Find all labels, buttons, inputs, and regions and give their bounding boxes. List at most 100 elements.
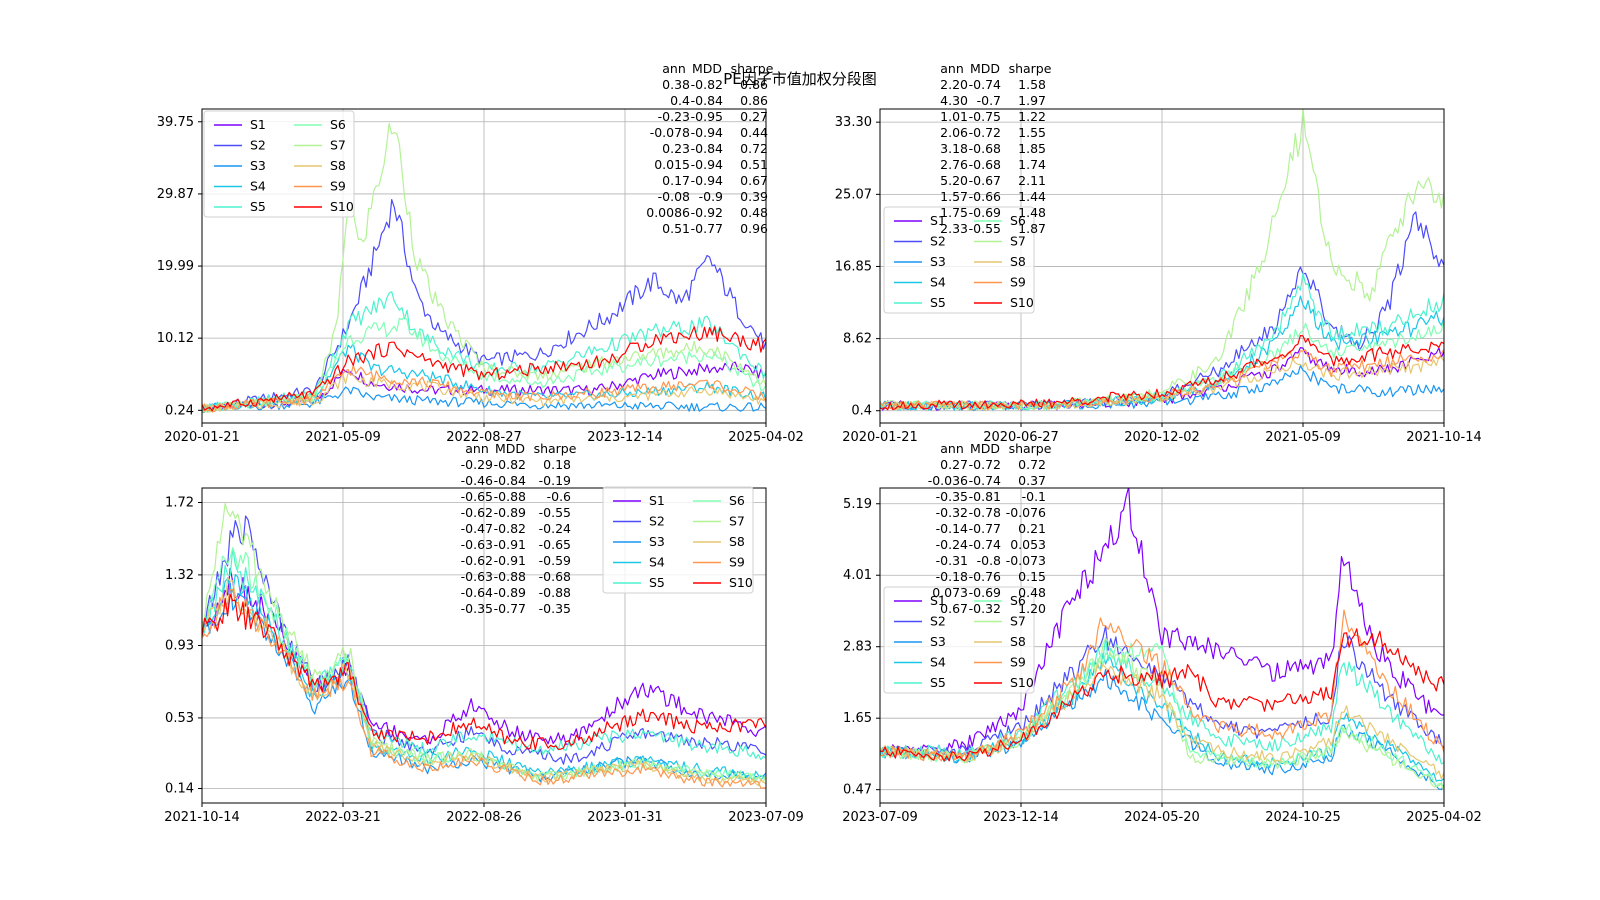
x-tick-label: 2020-12-02 <box>1124 430 1200 445</box>
legend-label-S2: S2 <box>250 138 266 153</box>
stats-value: 0.67 <box>940 601 968 616</box>
legend-label-S2: S2 <box>649 514 665 529</box>
legend-label-S4: S4 <box>649 555 665 570</box>
stats-value: -0.67 <box>969 173 1001 188</box>
chart-panels: 2020-01-21 2021-05-09 2022-08-27 2023-12-14… <box>157 61 1482 825</box>
stats-value: -0.68 <box>539 569 571 584</box>
stats-value: -0.9 <box>699 189 723 204</box>
stats-value: -0.84 <box>494 473 526 488</box>
y-tick-label: 1.32 <box>165 568 194 583</box>
stats-value: 0.37 <box>1018 473 1046 488</box>
y-tick-label: 33.30 <box>835 115 872 130</box>
stats-value: -0.08 <box>658 189 690 204</box>
stats-value: -0.036 <box>928 473 968 488</box>
stats-value: 0.27 <box>740 109 768 124</box>
legend-label-S8: S8 <box>1010 634 1026 649</box>
series-line-S8 <box>202 372 766 413</box>
stats-value: -0.84 <box>691 141 723 156</box>
stats-value: 0.48 <box>740 205 768 220</box>
stats-value: 1.74 <box>1018 157 1046 172</box>
stats-value: -0.82 <box>691 77 723 92</box>
stats-header-MDD: MDD <box>970 61 1000 76</box>
stats-value: 2.76 <box>940 157 968 172</box>
chart-bottom-right: 2023-07-09 2023-12-14 2024-05-20 2024-10-25… <box>842 441 1482 825</box>
stats-value: 0.86 <box>740 93 768 108</box>
stats-value: 0.38 <box>662 77 690 92</box>
stats-value: -0.88 <box>539 585 571 600</box>
legend-label-S4: S4 <box>250 179 266 194</box>
y-tick-label: 0.53 <box>165 711 194 726</box>
stats-header-ann: ann <box>662 61 686 76</box>
legend-label-S7: S7 <box>729 514 745 529</box>
stats-value: 1.44 <box>1018 189 1046 204</box>
series-line-S9 <box>202 364 766 413</box>
stats-value: 0.44 <box>740 125 768 140</box>
x-tick-label: 2025-04-02 <box>728 430 804 445</box>
legend-label-S4: S4 <box>930 275 946 290</box>
stats-value: -0.92 <box>691 205 723 220</box>
stats-value: 1.48 <box>1018 205 1046 220</box>
stats-header-sharpe: sharpe <box>731 61 774 76</box>
legend-label-S10: S10 <box>1010 675 1034 690</box>
stats-value: 0.39 <box>740 189 768 204</box>
stats-value: -0.91 <box>494 537 526 552</box>
stats-value: -0.6 <box>547 489 571 504</box>
series-line-S7 <box>202 503 766 783</box>
stats-value: -0.19 <box>539 473 571 488</box>
stats-value: -0.66 <box>969 189 1001 204</box>
stats-value: -0.65 <box>461 489 493 504</box>
legend-box <box>883 206 1035 314</box>
legend-label-S10: S10 <box>1010 295 1034 310</box>
stats-value: -0.88 <box>494 569 526 584</box>
stats-value: -0.88 <box>494 489 526 504</box>
y-tick-label: 0.14 <box>165 782 194 797</box>
x-tick-label: 2023-07-09 <box>842 810 918 825</box>
x-tick-label: 2021-10-14 <box>1406 430 1482 445</box>
legend-box <box>203 110 355 218</box>
x-tick-label: 2022-08-27 <box>446 430 522 445</box>
stats-value: 1.97 <box>1018 93 1046 108</box>
chart-top-left: 2020-01-21 2021-05-09 2022-08-27 2023-12-14… <box>157 61 804 445</box>
y-tick-label: 19.99 <box>157 259 194 274</box>
stats-value: 0.72 <box>740 141 768 156</box>
legend: S1 S2 S3 S4 S5 S6 S7 S8 S9 S10 <box>203 110 355 218</box>
stats-value: -0.82 <box>494 457 526 472</box>
stats-value: 1.57 <box>940 189 968 204</box>
y-tick-label: 1.72 <box>165 495 194 510</box>
stats-value: -0.35 <box>461 601 493 616</box>
stats-value: -0.77 <box>691 221 723 236</box>
stats-value: 0.51 <box>662 221 690 236</box>
chart-top-right: 2020-01-21 2020-06-27 2020-12-02 2021-05-09… <box>835 61 1482 445</box>
legend-label-S6: S6 <box>1010 593 1026 608</box>
stats-header-sharpe: sharpe <box>1009 441 1052 456</box>
legend-label-S9: S9 <box>330 179 346 194</box>
stats-value: -0.32 <box>969 601 1001 616</box>
series-line-S4 <box>880 653 1444 782</box>
stats-value: -0.69 <box>969 585 1001 600</box>
stats-value: -0.24 <box>936 537 968 552</box>
stats-value: -0.31 <box>936 553 968 568</box>
stats-value: -0.91 <box>494 553 526 568</box>
stats-value: -0.62 <box>461 553 493 568</box>
x-tick-label: 2021-05-09 <box>1265 430 1341 445</box>
legend-box <box>883 586 1035 694</box>
stats-value: 2.33 <box>940 221 968 236</box>
series-line-S7 <box>202 122 766 413</box>
series-line-S10 <box>202 593 766 751</box>
legend-label-S2: S2 <box>930 614 946 629</box>
legend-label-S2: S2 <box>930 234 946 249</box>
stats-value: 0.23 <box>662 141 690 156</box>
stats-table: ann MDD sharpe 2.20 -0.74 1.58 4.30 -0.7 1.97 1.0… <box>940 61 1052 236</box>
series-line-S2 <box>880 625 1444 758</box>
y-tick-label: 39.75 <box>157 115 194 130</box>
series-line-S2 <box>202 199 766 412</box>
stats-value: 1.58 <box>1018 77 1046 92</box>
series-line-S10 <box>880 335 1444 411</box>
stats-value: -0.8 <box>977 553 1001 568</box>
stats-value: -0.1 <box>1022 489 1046 504</box>
y-tick-label: 1.65 <box>843 711 872 726</box>
stats-value: -0.35 <box>539 601 571 616</box>
series-line-S9 <box>202 588 766 789</box>
stats-value: 0.17 <box>662 173 690 188</box>
x-tick-label: 2022-03-21 <box>305 810 381 825</box>
